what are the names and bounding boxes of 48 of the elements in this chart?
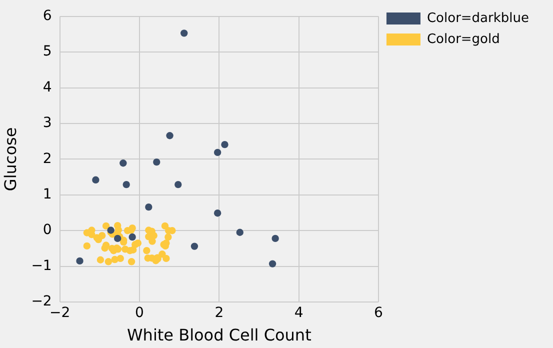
y-axis-title: Glucose — [0, 127, 20, 192]
point — [268, 260, 276, 268]
y-tick-label: 2 — [42, 150, 52, 167]
x-tick-label: 0 — [135, 305, 144, 322]
point — [143, 246, 150, 254]
y-tick-label: 3 — [42, 115, 52, 132]
point — [161, 222, 169, 230]
point — [83, 242, 91, 250]
point — [92, 176, 100, 184]
point — [166, 132, 174, 140]
point — [214, 148, 222, 156]
point — [221, 140, 228, 148]
point — [102, 222, 110, 230]
point — [120, 160, 127, 167]
point — [76, 257, 84, 265]
y-tick-label: 4 — [42, 79, 52, 96]
point — [145, 203, 152, 211]
point — [122, 180, 130, 188]
point — [98, 232, 106, 240]
point — [162, 254, 170, 262]
y-tick-label: 0 — [42, 222, 52, 238]
legend-label: Color=darkblue — [426, 10, 530, 26]
point — [190, 242, 198, 250]
point — [148, 238, 156, 245]
point — [96, 256, 104, 264]
y-tick-label: 1 — [42, 186, 52, 203]
y-tick-label: −1 — [31, 258, 52, 274]
point — [153, 158, 160, 166]
y-tick-label: 6 — [42, 8, 52, 24]
y-tick-label: −2 — [31, 294, 52, 310]
point — [180, 30, 188, 37]
x-axis-title: White Blood Cell Count — [126, 326, 312, 345]
point — [128, 258, 136, 266]
x-tick-label: 2 — [214, 305, 224, 322]
point — [101, 244, 108, 252]
point — [164, 233, 172, 241]
point — [128, 233, 136, 241]
x-tick-label: 6 — [374, 305, 384, 322]
x-tick-label: 4 — [294, 305, 304, 322]
point — [104, 258, 112, 266]
legend-label: Color=gold — [426, 32, 500, 47]
point — [236, 228, 244, 236]
point — [134, 239, 142, 247]
point — [116, 254, 124, 262]
point — [272, 234, 279, 242]
y-tick-label: 5 — [42, 44, 52, 60]
point — [214, 210, 222, 217]
point — [174, 180, 182, 188]
